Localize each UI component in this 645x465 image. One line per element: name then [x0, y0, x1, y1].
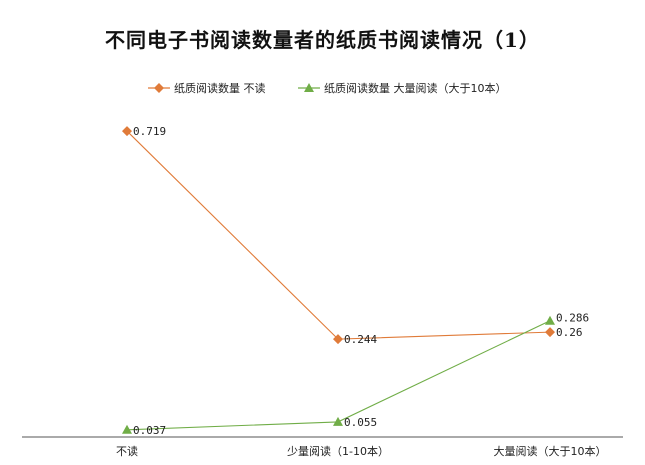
data-point-s2-1	[122, 424, 132, 434]
series-layer: 0.719 0.244 0.26 0.037 0.055 0.286	[122, 125, 589, 437]
series-2: 0.037 0.055 0.286	[122, 312, 589, 437]
x-tick-label-2: 少量阅读（1-10本）	[287, 444, 389, 458]
legend-label-2: 纸质阅读数量 大量阅读（大于10本）	[324, 81, 507, 95]
data-point-s2-2	[333, 416, 343, 426]
data-label-s1-3: 0.26	[556, 326, 583, 339]
legend-marker-2	[304, 83, 314, 92]
data-point-s1-3	[545, 327, 555, 338]
data-label-s2-1: 0.037	[133, 424, 166, 437]
data-label-s1-1: 0.719	[133, 125, 166, 138]
x-tick-labels: 不读 少量阅读（1-10本） 大量阅读（大于10本）	[116, 444, 607, 458]
chart-title: 不同电子书阅读数量者的纸质书阅读情况（1）	[105, 28, 540, 52]
data-point-s2-3	[545, 315, 555, 325]
data-label-s2-3: 0.286	[556, 312, 589, 325]
data-label-s1-2: 0.244	[344, 333, 377, 346]
series-1: 0.719 0.244 0.26	[122, 125, 583, 346]
data-label-s2-2: 0.055	[344, 416, 377, 429]
x-tick-label-1: 不读	[116, 444, 138, 458]
legend-label-1: 纸质阅读数量 不读	[174, 81, 266, 95]
legend: 纸质阅读数量 不读 纸质阅读数量 大量阅读（大于10本）	[148, 81, 507, 95]
data-point-s1-2	[333, 334, 343, 345]
legend-marker-1	[154, 83, 164, 93]
x-tick-label-3: 大量阅读（大于10本）	[494, 444, 607, 458]
data-point-s1-1	[122, 126, 132, 137]
series-line-1	[126, 130, 551, 340]
